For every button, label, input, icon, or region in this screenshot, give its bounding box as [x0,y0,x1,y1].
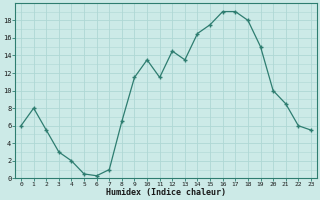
X-axis label: Humidex (Indice chaleur): Humidex (Indice chaleur) [106,188,226,197]
